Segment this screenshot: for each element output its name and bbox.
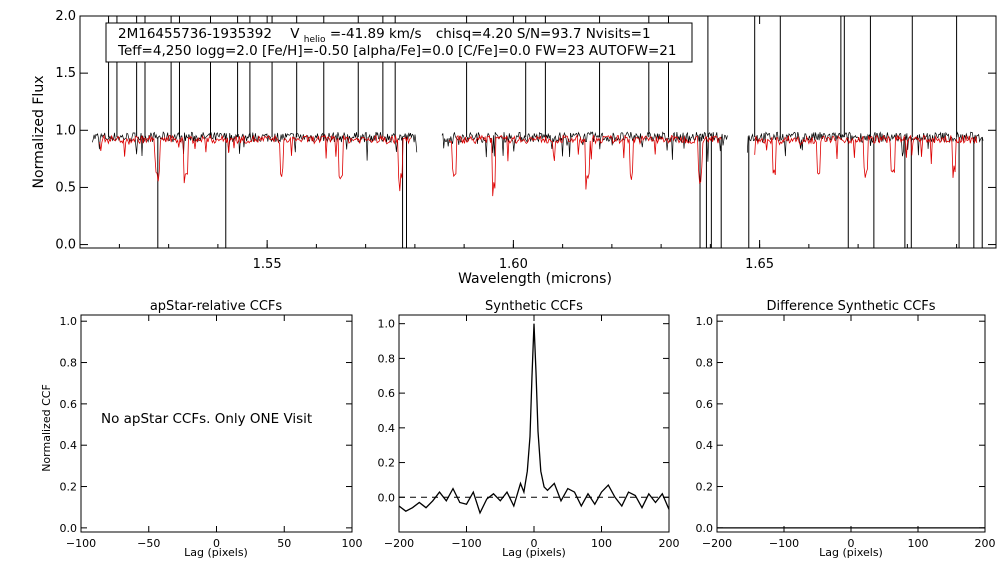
apstar-ccf-x-axis-title: Lag (pixels): [184, 546, 248, 559]
x-tick-label: 50: [277, 537, 291, 550]
synthetic-ccf-y-ticks: 0.0 0.2 0.4 0.6 0.8 1.0: [378, 318, 669, 504]
difference-ccf-x-ticks: −200 −100 0 100 200: [702, 315, 996, 550]
synthetic-ccf-x-ticks: −200 −100 0 100 200: [384, 315, 680, 550]
y-tick-label: 0.0: [378, 491, 396, 504]
y-tick-label: 0.6: [60, 398, 78, 411]
red-model-chip-2: [449, 134, 722, 197]
x-tick-label: 0: [848, 537, 855, 550]
y-tick-label: 0.4: [378, 422, 396, 435]
x-tick-label: −50: [137, 537, 160, 550]
apstar-ccf-title: apStar-relative CCFs: [150, 299, 283, 314]
spectrum-red-trace: [99, 134, 978, 197]
x-tick-label: −200: [702, 537, 732, 550]
y-tick-label: 1.0: [55, 123, 76, 138]
info-line-2: Teff=4,250 logg=2.0 [Fe/H]=-0.50 [alpha/…: [117, 43, 676, 59]
spectrum-panel: 1.55 1.60 1.65 0.0 0.5 1.0 1.5 2.0 Wavelength …: [31, 9, 997, 287]
y-tick-label: 1.5: [55, 66, 76, 81]
y-tick-label: 1.0: [696, 315, 714, 328]
black-spectrum-chip-1: [91, 131, 418, 161]
x-tick-label: 1.55: [253, 257, 282, 272]
synthetic-ccf-title: Synthetic CCFs: [485, 299, 583, 314]
x-tick-label: 200: [975, 537, 996, 550]
star-id: 2M16455736-1935392: [118, 26, 272, 42]
y-tick-label: 0.2: [378, 457, 396, 470]
x-tick-label: −200: [384, 537, 414, 550]
x-tick-label: −100: [66, 537, 96, 550]
y-tick-label: 0.0: [60, 522, 78, 535]
y-tick-label: 0.6: [378, 387, 396, 400]
difference-ccf-x-axis-title: Lag (pixels): [819, 546, 883, 559]
y-tick-label: 0.0: [696, 522, 714, 535]
difference-ccf-title: Difference Synthetic CCFs: [766, 299, 935, 314]
spectrum-y-axis-title: Normalized Flux: [31, 76, 47, 189]
y-tick-label: 0.8: [696, 357, 714, 370]
y-tick-label: 0.6: [696, 398, 714, 411]
y-tick-label: 0.8: [378, 352, 396, 365]
difference-ccf-y-ticks: 0.0 0.2 0.4 0.6 0.8 1.0: [696, 315, 985, 535]
stellar-parameters-box: 2M16455736-1935392 V helio =-41.89 km/s …: [105, 22, 693, 63]
x-tick-label: 0: [213, 537, 220, 550]
y-tick-label: 0.0: [55, 238, 76, 253]
x-tick-label: 200: [659, 537, 680, 550]
info-line-1: 2M16455736-1935392 V helio =-41.89 km/s …: [118, 26, 651, 46]
apstar-ccf-panel: apStar-relative CCFs −100 −50 0 50 100 0.00.…: [40, 299, 363, 559]
y-tick-label: 0.5: [55, 180, 76, 195]
x-tick-label: −100: [769, 537, 799, 550]
x-tick-label: 1.60: [499, 257, 528, 272]
vhelio-value: =-41.89 km/s: [330, 26, 422, 42]
vhelio-subscript: helio: [304, 35, 326, 45]
difference-ccf-frame: [716, 314, 986, 533]
synthetic-ccf-line: [398, 323, 670, 515]
difference-ccf-panel: Difference Synthetic CCFs −200 −100 0 100 20…: [696, 299, 996, 559]
y-tick-label: 0.4: [60, 439, 78, 452]
spectrum-y-ticks: 0.0 0.5 1.0 1.5 2.0: [55, 9, 996, 253]
x-tick-label: 0: [531, 537, 538, 550]
vhelio-label: V: [290, 26, 300, 42]
y-tick-label: 0.8: [60, 357, 78, 370]
x-tick-label: 100: [342, 537, 363, 550]
synthetic-ccf-panel: Synthetic CCFs −200 −100 0 100 200 0.0 0.2 0.4…: [378, 299, 680, 559]
apstar-ccf-y-axis-title: Normalized CCF: [40, 384, 53, 472]
black-spectrum-chip-3: [746, 131, 984, 157]
spectrum-frame: [79, 15, 997, 249]
red-model-chip-3: [754, 134, 978, 178]
y-tick-label: 2.0: [55, 9, 76, 24]
y-tick-label: 0.2: [60, 481, 78, 494]
stellar-parameters-box-frame: [105, 22, 693, 63]
x-tick-label: 100: [591, 537, 612, 550]
red-model-chip-1: [99, 134, 411, 192]
apstar-ccf-x-ticks: −100 −50 0 50 100: [66, 315, 363, 550]
x-tick-label: −100: [451, 537, 481, 550]
synthetic-ccf-frame: [398, 314, 670, 533]
no-ccf-message: No apStar CCFs. Only ONE Visit: [101, 411, 312, 427]
x-tick-label: 100: [908, 537, 929, 550]
x-tick-label: 1.65: [745, 257, 774, 272]
apstar-ccf-y-ticks: 0.0 0.2 0.4 0.6 0.8 1.0: [60, 315, 352, 535]
synthetic-ccf-x-axis-title: Lag (pixels): [502, 546, 566, 559]
y-tick-label: 1.0: [60, 315, 78, 328]
y-tick-label: 0.2: [696, 481, 714, 494]
spectrum-x-axis-title: Wavelength (microns): [458, 271, 612, 287]
y-tick-label: 1.0: [378, 318, 396, 331]
spectrum-x-ticks: 1.55 1.60 1.65: [118, 16, 958, 272]
fit-stats: chisq=4.20 S/N=93.7 Nvisits=1: [436, 26, 651, 42]
y-tick-label: 0.4: [696, 439, 714, 452]
